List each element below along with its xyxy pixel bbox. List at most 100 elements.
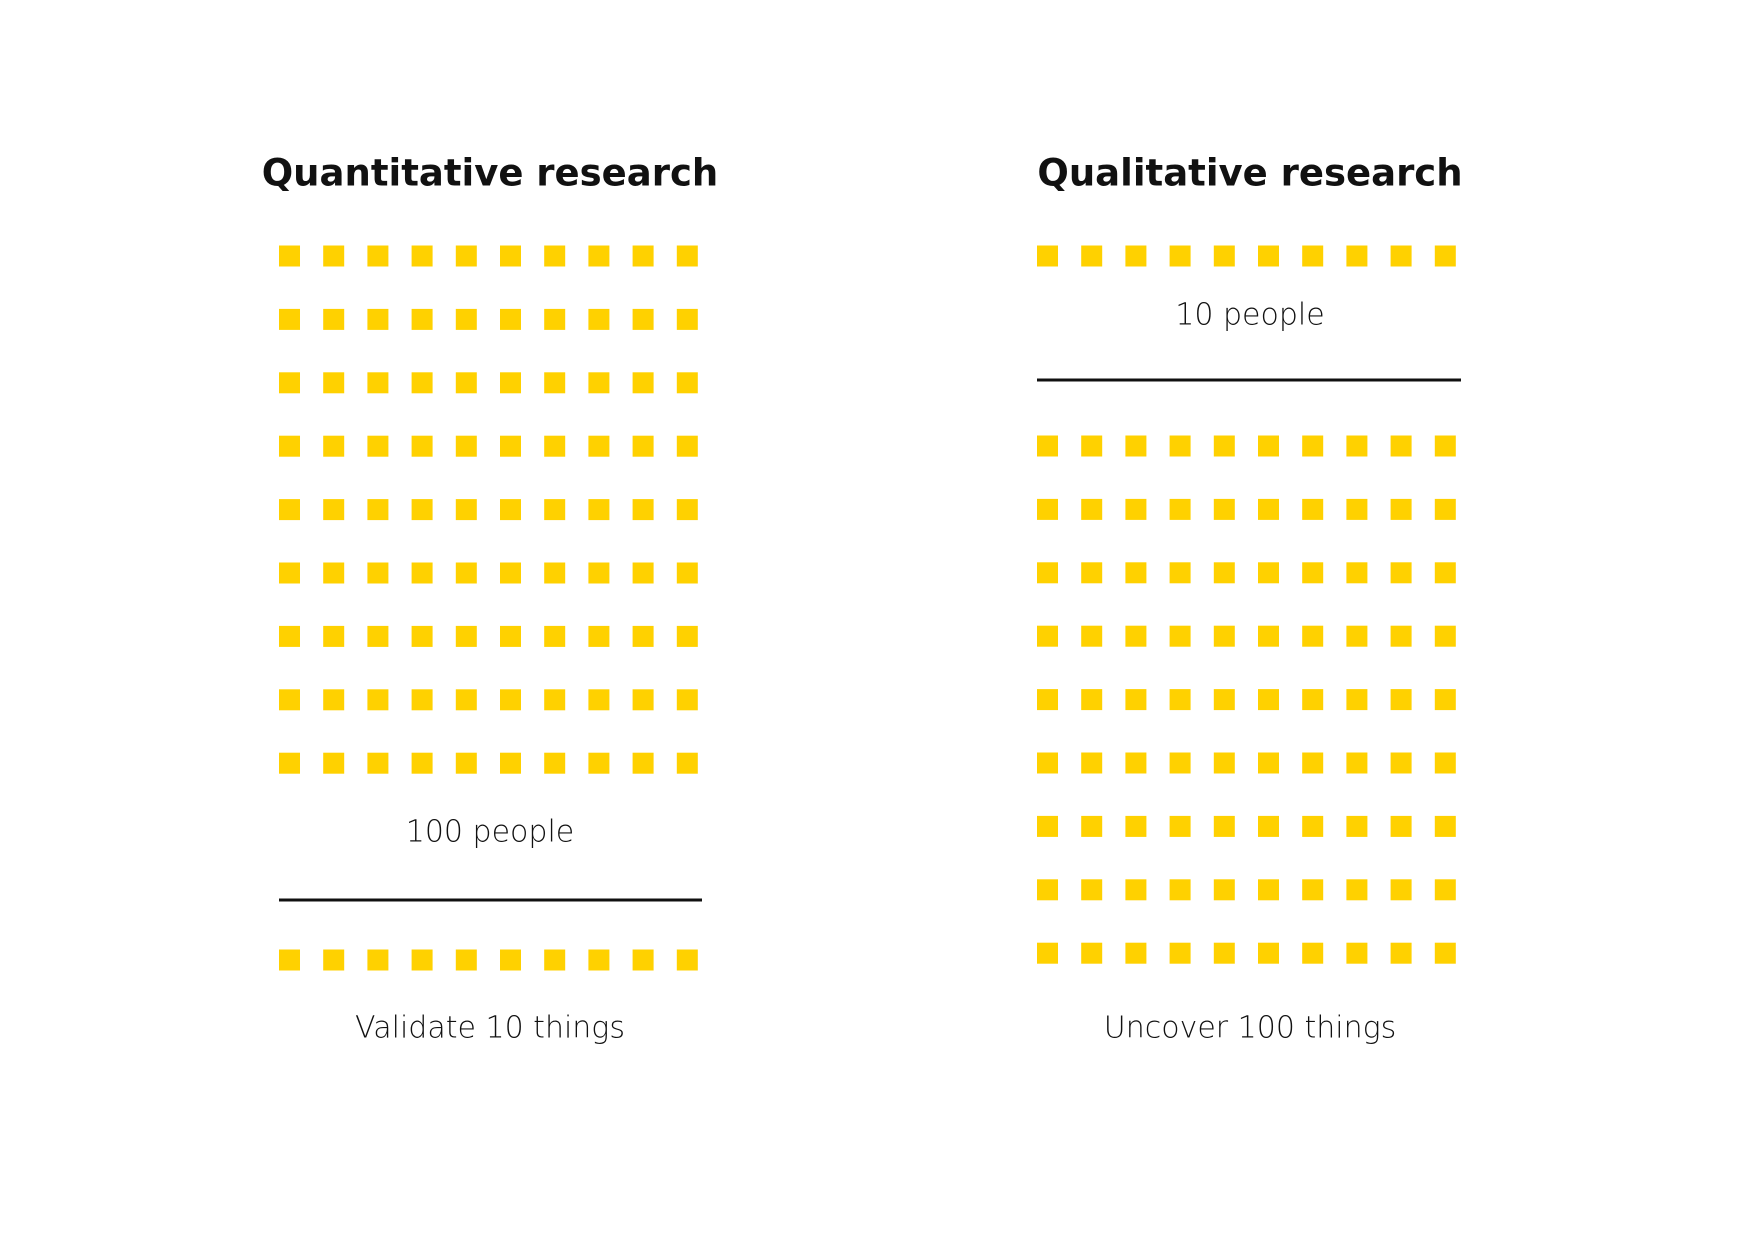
square xyxy=(1434,942,1456,964)
square xyxy=(1169,752,1191,774)
square xyxy=(323,499,345,521)
square xyxy=(676,499,698,521)
square xyxy=(1302,942,1324,964)
square xyxy=(1125,752,1147,774)
square xyxy=(1081,562,1103,584)
square xyxy=(1037,879,1058,901)
square xyxy=(1346,879,1368,901)
square xyxy=(1125,942,1147,964)
square xyxy=(1081,942,1103,964)
square xyxy=(676,245,698,267)
square xyxy=(1258,625,1279,647)
square xyxy=(1037,562,1058,584)
square xyxy=(1081,815,1103,837)
square xyxy=(544,308,566,330)
square xyxy=(1081,245,1103,267)
square xyxy=(1346,625,1368,647)
square xyxy=(411,499,433,521)
panel-title: Quantitative research xyxy=(262,152,719,195)
square xyxy=(279,435,300,457)
square xyxy=(1125,435,1147,457)
square xyxy=(1390,435,1412,457)
square xyxy=(1213,562,1235,584)
square xyxy=(1434,879,1456,901)
square xyxy=(500,372,521,394)
square xyxy=(323,435,345,457)
square xyxy=(411,752,433,774)
square xyxy=(588,625,610,647)
square xyxy=(411,625,433,647)
square xyxy=(588,372,610,394)
square xyxy=(1037,625,1058,647)
square xyxy=(1390,562,1412,584)
square xyxy=(1258,498,1279,520)
square xyxy=(279,562,300,584)
square xyxy=(1434,752,1456,774)
square xyxy=(1213,625,1235,647)
square xyxy=(632,372,654,394)
square xyxy=(1125,498,1147,520)
square xyxy=(544,689,566,711)
square xyxy=(632,499,654,521)
square xyxy=(632,689,654,711)
square xyxy=(279,499,300,521)
square xyxy=(676,308,698,330)
square xyxy=(1390,498,1412,520)
square xyxy=(1125,815,1147,837)
square xyxy=(367,308,389,330)
square xyxy=(544,562,566,584)
square xyxy=(544,435,566,457)
square xyxy=(1302,625,1324,647)
square xyxy=(1213,879,1235,901)
square xyxy=(500,499,521,521)
square xyxy=(1302,498,1324,520)
square xyxy=(1081,879,1103,901)
result-label: Validate 10 things xyxy=(355,1011,625,1046)
square xyxy=(1346,245,1368,267)
square xyxy=(1346,498,1368,520)
square xyxy=(367,562,389,584)
square xyxy=(411,689,433,711)
square xyxy=(1213,689,1235,711)
square xyxy=(1037,435,1058,457)
square xyxy=(367,689,389,711)
square xyxy=(544,752,566,774)
square xyxy=(367,245,389,267)
square xyxy=(455,752,477,774)
square xyxy=(632,752,654,774)
square xyxy=(1213,245,1235,267)
square xyxy=(676,562,698,584)
square xyxy=(1258,879,1279,901)
square xyxy=(1258,689,1279,711)
square xyxy=(676,435,698,457)
square xyxy=(1390,879,1412,901)
square xyxy=(279,308,300,330)
square xyxy=(544,245,566,267)
square xyxy=(323,689,345,711)
square xyxy=(632,308,654,330)
square xyxy=(1037,245,1058,267)
square xyxy=(455,245,477,267)
people-label: 10 people xyxy=(1175,298,1324,333)
square xyxy=(455,435,477,457)
square xyxy=(588,435,610,457)
square xyxy=(1169,562,1191,584)
square xyxy=(1213,498,1235,520)
square xyxy=(676,372,698,394)
square xyxy=(1125,625,1147,647)
square xyxy=(500,752,521,774)
square xyxy=(588,949,610,971)
square xyxy=(632,435,654,457)
square xyxy=(1037,815,1058,837)
square xyxy=(632,245,654,267)
square xyxy=(544,499,566,521)
square xyxy=(323,752,345,774)
square xyxy=(500,308,521,330)
square xyxy=(1169,435,1191,457)
square xyxy=(367,435,389,457)
square xyxy=(1037,689,1058,711)
square xyxy=(323,562,345,584)
square xyxy=(676,752,698,774)
square xyxy=(1390,752,1412,774)
